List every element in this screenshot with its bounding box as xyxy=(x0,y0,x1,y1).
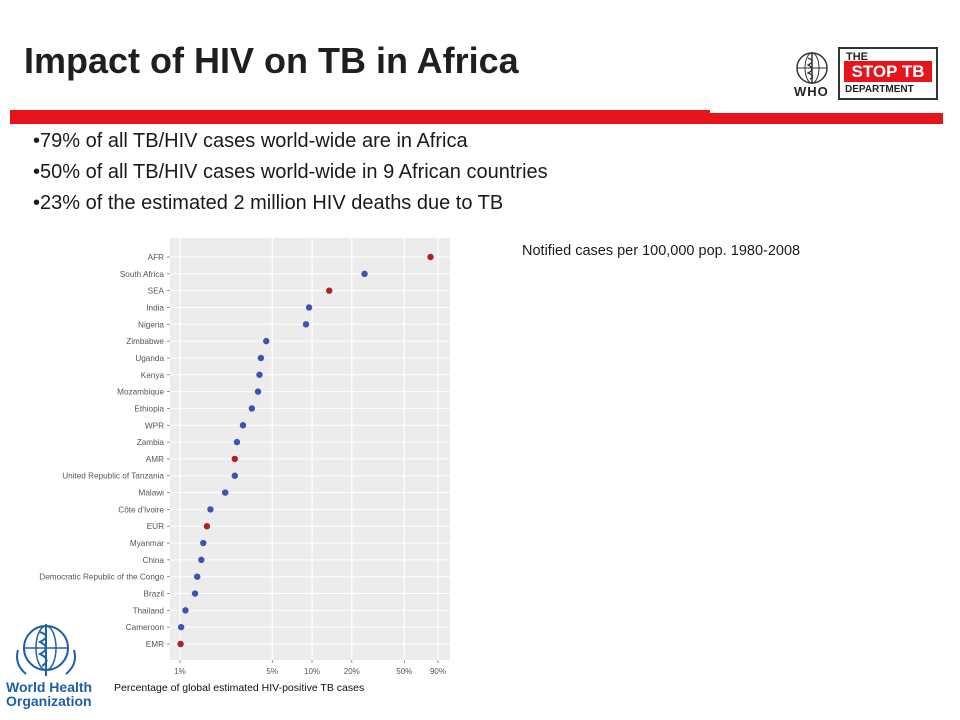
title-divider-bar xyxy=(10,113,943,124)
country-data-point xyxy=(191,590,199,597)
country-data-point xyxy=(231,472,238,479)
country-data-point xyxy=(239,422,247,429)
country-data-point xyxy=(248,405,256,412)
y-tick-label: China xyxy=(143,556,165,565)
y-tick-label: Nigeria xyxy=(138,320,164,329)
country-data-point xyxy=(194,573,201,580)
y-tick-label: Uganda xyxy=(135,354,164,363)
y-tick-label: Ethiopia xyxy=(134,404,164,413)
y-tick-label: Zimbabwe xyxy=(126,337,164,346)
region-data-point xyxy=(203,523,211,530)
region-data-point xyxy=(427,253,434,261)
x-tick-label: 20% xyxy=(344,667,360,676)
x-tick-label: 10% xyxy=(304,667,320,676)
y-tick-label: SEA xyxy=(148,287,165,296)
country-data-point xyxy=(233,438,241,446)
y-tick-label: EMR xyxy=(146,640,164,649)
country-data-point xyxy=(182,607,189,614)
plot-background xyxy=(170,238,450,660)
y-tick-label: Democratic Republic of the Congo xyxy=(39,573,164,582)
who-wordmark-line2: Organization xyxy=(6,693,92,709)
y-tick-label: South Africa xyxy=(120,270,165,279)
y-tick-label: Brazil xyxy=(144,590,165,599)
country-data-point xyxy=(198,556,205,564)
country-data-point xyxy=(302,321,310,328)
bullet-item: •50% of all TB/HIV cases world-wide in 9… xyxy=(33,161,548,183)
y-tick-label: Myanmar xyxy=(130,539,164,548)
country-data-point xyxy=(263,337,270,345)
region-data-point xyxy=(326,287,333,294)
chart-caption: Notified cases per 100,000 pop. 1980-200… xyxy=(522,243,801,259)
x-axis-label: Percentage of global estimated HIV-posit… xyxy=(114,682,364,694)
y-tick-label: Thailand xyxy=(133,606,165,615)
x-tick-label: 5% xyxy=(266,667,278,676)
x-tick-label: 90% xyxy=(430,667,446,676)
y-tick-label: Mozambique xyxy=(117,388,164,397)
stoptb-line2: STOP TB xyxy=(844,61,932,82)
country-data-point xyxy=(177,623,185,631)
who-label: WHO xyxy=(794,84,829,99)
y-tick-label: Côte d'Ivoire xyxy=(118,505,164,514)
stoptb-line3: DEPARTMENT xyxy=(845,84,914,95)
y-tick-label: AMR xyxy=(146,455,164,464)
country-data-point xyxy=(305,304,313,311)
x-tick-label: 1% xyxy=(174,667,186,676)
country-data-point xyxy=(222,489,229,496)
stop-tb-logo: THE STOP TB DEPARTMENT xyxy=(838,47,938,100)
slide-title: Impact of HIV on TB in Africa xyxy=(24,40,519,81)
y-tick-label: United Republic of Tanzania xyxy=(62,472,164,481)
y-tick-label: Cameroon xyxy=(126,623,165,632)
y-tick-label: AFR xyxy=(148,253,164,262)
country-data-point xyxy=(361,270,368,278)
region-data-point xyxy=(231,455,238,463)
country-data-point xyxy=(256,371,263,378)
region-data-point xyxy=(177,640,184,648)
country-data-point xyxy=(207,506,214,513)
bullet-item: •79% of all TB/HIV cases world-wide are … xyxy=(33,130,468,152)
y-tick-label: Zambia xyxy=(137,438,165,447)
country-data-point xyxy=(257,354,265,362)
bullet-item: •23% of the estimated 2 million HIV deat… xyxy=(33,192,504,214)
y-tick-label: Kenya xyxy=(141,371,165,380)
y-tick-label: Malawi xyxy=(139,489,165,498)
y-tick-label: WPR xyxy=(145,421,164,430)
who-wordmark-line1: World Health xyxy=(6,679,93,695)
title-divider-top xyxy=(10,110,710,114)
stoptb-line1: THE xyxy=(846,51,868,63)
who-emblem-large-icon xyxy=(16,624,76,676)
country-data-point xyxy=(254,388,262,395)
who-wordmark: World Health Organization xyxy=(6,680,92,708)
y-tick-label: India xyxy=(146,303,164,312)
x-tick-label: 50% xyxy=(396,667,412,676)
bullet-list: •79% of all TB/HIV cases world-wide are … xyxy=(33,126,548,219)
country-data-point xyxy=(200,539,207,547)
y-tick-label: EUR xyxy=(147,522,164,531)
who-emblem-icon xyxy=(796,52,828,84)
